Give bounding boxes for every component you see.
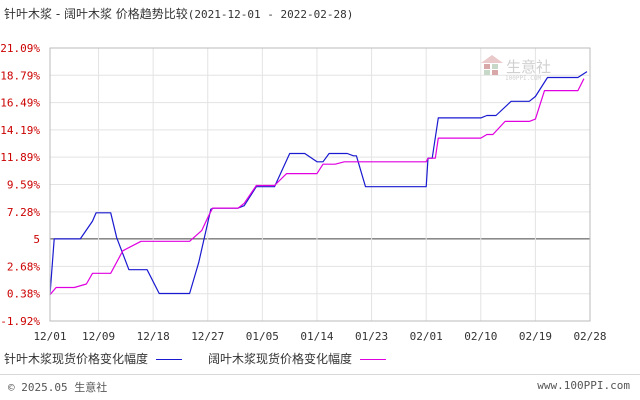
footer-copyright: © 2025.05 生意社	[8, 381, 108, 394]
x-axis-ticks: 12/01 12/09 12/18 12/27 01/05 01/14 01/23 02/01…	[33, 330, 606, 343]
legend-label-hardwood: 阔叶木浆现货价格变化幅度	[208, 352, 353, 366]
x-tick-label: 12/18	[137, 330, 170, 343]
y-tick-label: 21.09%	[0, 42, 40, 55]
footer-divider	[0, 374, 640, 375]
x-tick-label: 02/28	[573, 330, 606, 343]
legend-item-hardwood: 阔叶木浆现货价格变化幅度	[208, 350, 392, 367]
legend-swatch-softwood	[156, 359, 183, 360]
x-tick-label: 02/10	[464, 330, 497, 343]
y-tick-label: 2.68%	[7, 260, 40, 273]
x-tick-label: 01/05	[246, 330, 279, 343]
footer-website[interactable]: www.100PPI.com	[537, 379, 630, 392]
legend-swatch-hardwood	[360, 359, 387, 360]
footer: © 2025.05 生意社 www.100PPI.com	[0, 376, 640, 400]
y-tick-label: -1.92%	[0, 315, 40, 328]
x-tick-label: 02/01	[410, 330, 443, 343]
plot-frame	[49, 47, 591, 322]
y-tick-label: 16.49%	[0, 97, 40, 110]
x-tick-label: 12/01	[33, 330, 66, 343]
y-tick-label: 9.59%	[7, 178, 40, 191]
y-axis-ticks: 21.09% 18.79% 16.49% 14.19% 11.89% 9.59% 7.28%…	[0, 42, 40, 328]
y-tick-label: 18.79%	[0, 69, 40, 82]
watermark-text: 生意社	[506, 58, 551, 76]
chart-area: 21.09% 18.79% 16.49% 14.19% 11.89% 9.59% 7.28%…	[0, 42, 606, 343]
watermark-icon	[481, 55, 503, 75]
chart-title-main: 针叶木浆 - 阔叶木浆 价格趋势比较	[4, 7, 188, 21]
grid-lines	[49, 47, 591, 322]
y-tick-label: 7.28%	[7, 206, 40, 219]
chart-title: 针叶木浆 - 阔叶木浆 价格趋势比较(2021-12-01 - 2022-02-…	[4, 5, 353, 22]
legend-item-softwood: 针叶木浆现货价格变化幅度	[4, 350, 188, 367]
series-line-softwood	[49, 71, 588, 295]
x-tick-label: 12/09	[82, 330, 115, 343]
watermark-logo: 生意社 100PPI.COM	[481, 55, 551, 82]
legend: 针叶木浆现货价格变化幅度 阔叶木浆现货价格变化幅度	[4, 350, 412, 367]
legend-label-softwood: 针叶木浆现货价格变化幅度	[4, 352, 149, 366]
series-lines	[49, 71, 588, 296]
y-tick-label: 11.89%	[0, 151, 40, 164]
series-line-hardwood	[49, 78, 585, 296]
y-tick-label: 0.38%	[7, 288, 40, 301]
x-tick-label: 01/14	[300, 330, 333, 343]
x-tick-label: 01/23	[355, 330, 388, 343]
watermark-url: 100PPI.COM	[505, 75, 542, 82]
y-tick-label: 5	[33, 233, 40, 246]
x-tick-label: 02/19	[519, 330, 552, 343]
chart-title-range: (2021-12-01 - 2022-02-28)	[187, 8, 354, 21]
y-tick-label: 14.19%	[0, 124, 40, 137]
x-tick-label: 12/27	[191, 330, 224, 343]
